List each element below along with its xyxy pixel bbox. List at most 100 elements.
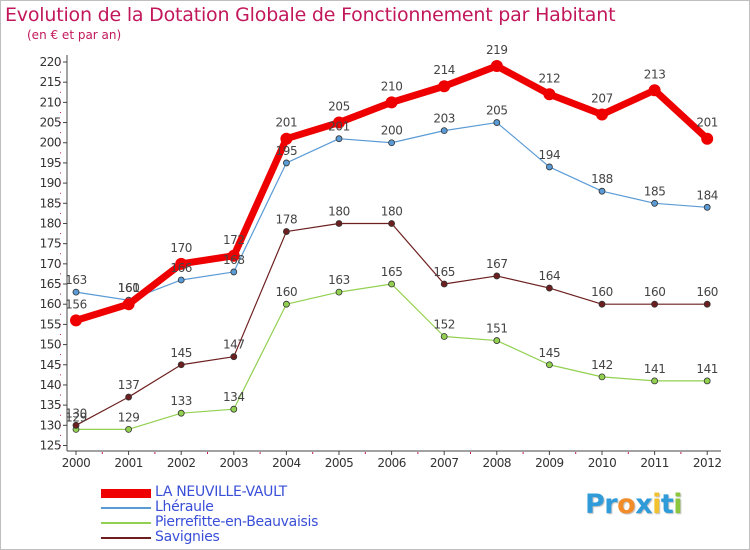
data-point (546, 361, 553, 369)
data-label: 168 (223, 253, 245, 267)
data-point (546, 163, 553, 171)
legend-swatch (101, 537, 151, 539)
data-point (388, 280, 396, 288)
data-point (230, 405, 238, 413)
data-label: 185 (644, 184, 666, 198)
data-point (388, 220, 396, 227)
legend-item: Savignies (101, 529, 401, 545)
data-point (701, 132, 714, 145)
data-point (388, 139, 396, 147)
data-point (177, 361, 185, 369)
y-tick-label: 210 (40, 95, 61, 109)
data-label: 180 (328, 204, 350, 218)
y-tick-label: 135 (40, 398, 61, 412)
data-label: 133 (170, 394, 192, 408)
data-label: 201 (696, 116, 718, 130)
legend-swatch (101, 488, 151, 498)
legend-label: Savignies (155, 529, 220, 545)
data-label: 201 (276, 116, 298, 130)
data-point (177, 409, 185, 417)
data-point (122, 298, 135, 311)
data-label: 178 (276, 213, 298, 227)
legend-item: LA NEUVILLE-VAULT (101, 484, 401, 500)
y-tick-label: 190 (40, 176, 61, 190)
data-label: 170 (170, 241, 192, 255)
data-point (175, 257, 188, 270)
data-label: 180 (381, 204, 403, 218)
data-label: 184 (696, 188, 718, 202)
data-point (546, 284, 553, 292)
data-label: 141 (696, 362, 718, 376)
logo-letter: i (673, 489, 683, 520)
data-label: 205 (328, 100, 350, 114)
data-point (493, 272, 501, 280)
data-label: 141 (644, 362, 666, 376)
y-tick-label: 170 (40, 257, 61, 271)
data-point (703, 377, 711, 385)
y-tick-label: 145 (40, 358, 61, 372)
data-point (440, 280, 448, 288)
data-label: 165 (381, 265, 403, 279)
data-label: 160 (118, 281, 140, 295)
data-point (280, 132, 293, 145)
data-point (335, 135, 343, 143)
data-label: 156 (65, 297, 87, 311)
legend-label: Pierrefitte-en-Beauvaisis (155, 514, 319, 530)
data-point (282, 159, 290, 167)
data-label: 201 (328, 120, 350, 134)
data-label: 172 (223, 233, 245, 247)
chart-subtitle: (en € et par an) (27, 28, 122, 42)
data-point (335, 220, 343, 227)
data-point (70, 314, 82, 327)
data-label: 161 (118, 281, 140, 295)
data-point (72, 421, 80, 429)
data-label: 188 (591, 172, 613, 186)
data-label: 130 (65, 406, 87, 420)
data-point (125, 393, 132, 401)
data-point (125, 425, 132, 433)
data-label: 129 (65, 410, 87, 424)
chart-title: Evolution de la Dotation Globale de Fonc… (5, 4, 616, 26)
data-point (282, 300, 290, 308)
data-label: 147 (223, 338, 245, 352)
data-label: 145 (170, 346, 192, 360)
legend-item: Lhéraule (101, 499, 401, 515)
data-point (440, 333, 448, 340)
data-point (493, 337, 501, 344)
data-label: 207 (591, 91, 613, 105)
logo-letter: o (617, 489, 636, 520)
data-point (703, 300, 711, 308)
x-tick-label: 2008 (483, 456, 512, 470)
x-tick-label: 2003 (220, 456, 249, 470)
data-label: 219 (486, 43, 508, 57)
data-label: 152 (433, 318, 455, 332)
data-point (543, 88, 556, 101)
data-point (703, 203, 711, 211)
x-tick-label: 2009 (535, 456, 564, 470)
x-tick-label: 2002 (167, 456, 196, 470)
chart-legend: LA NEUVILLE-VAULT Lhéraule Pierrefitte-en-… (101, 484, 401, 545)
logo-letter: t (660, 489, 674, 520)
logo-letter: i (652, 489, 661, 520)
data-point (490, 60, 503, 73)
data-label: 213 (644, 67, 666, 81)
y-tick-label: 140 (40, 378, 61, 392)
data-label: 200 (381, 124, 403, 138)
data-label: 134 (223, 390, 245, 404)
data-point (72, 288, 80, 296)
y-tick-label: 200 (40, 136, 61, 150)
y-tick-label: 125 (40, 439, 61, 453)
data-point (440, 127, 448, 135)
data-label: 164 (539, 269, 561, 283)
data-point (335, 288, 343, 296)
data-point (230, 353, 238, 361)
data-point (598, 300, 606, 308)
proxiti-logo: Proxiti (585, 489, 683, 520)
y-tick-label: 185 (40, 196, 61, 210)
x-tick-label: 2010 (588, 456, 617, 470)
data-label: 166 (170, 261, 192, 275)
data-label: 194 (539, 148, 561, 162)
data-label: 145 (539, 346, 561, 360)
y-tick-label: 150 (40, 338, 61, 352)
legend-label: LA NEUVILLE-VAULT (155, 484, 287, 500)
